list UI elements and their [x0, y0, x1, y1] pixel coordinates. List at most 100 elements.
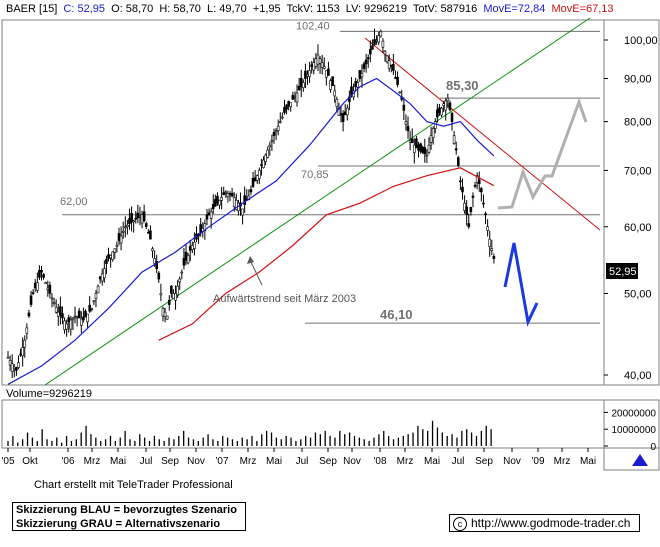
candle-body [356, 82, 360, 88]
move-short-line [7, 77, 495, 385]
candle-body [268, 144, 272, 148]
candle-body [180, 271, 184, 274]
candle-body [134, 217, 138, 220]
candle-body [482, 202, 485, 205]
candle-body [375, 39, 378, 42]
moving-averages-layer [7, 77, 495, 385]
candle-body [100, 273, 104, 282]
candle-body [335, 99, 339, 107]
candle-body [270, 140, 274, 142]
candle-body [461, 186, 464, 193]
candle-body [253, 177, 257, 182]
candle-body [159, 293, 163, 296]
time-tick-label: Sep [475, 456, 493, 467]
candle-body [249, 189, 253, 193]
candle-body [427, 144, 431, 153]
candle-body [119, 235, 123, 244]
time-tick-label: Mrz [84, 456, 101, 467]
time-tick-label: Jul [296, 456, 309, 467]
candle-body [40, 269, 43, 273]
candle-body [339, 113, 343, 116]
header-move-blue: MovE=72,84 [483, 3, 545, 15]
candle-body [167, 299, 171, 305]
candle-body [15, 367, 18, 371]
candle-body [308, 70, 311, 77]
candle-body [260, 164, 263, 166]
time-tick-label: Okt [22, 456, 38, 467]
price-tick-label: 70,00 [624, 165, 652, 177]
candle-body [459, 180, 462, 183]
candle-body [90, 308, 94, 310]
candle-body [297, 85, 301, 91]
url-text[interactable]: http://www.godmode-trader.ch [471, 516, 631, 530]
candle-body [312, 62, 316, 71]
candle-body [67, 317, 71, 323]
candle-body [12, 366, 16, 370]
time-tick-label: Jul [140, 456, 153, 467]
candle-body [147, 232, 150, 234]
candle-body [475, 175, 479, 183]
price-tick-label: 100,00 [624, 35, 658, 47]
candle-body [182, 257, 186, 266]
candle-body [486, 226, 489, 231]
candle-body [272, 132, 276, 136]
candle-body [278, 121, 282, 123]
candle-body [436, 109, 439, 118]
candle-body [29, 295, 33, 305]
volume-label: Volume=9296219 [6, 388, 92, 400]
candle-body [377, 35, 381, 43]
candle-body [17, 362, 20, 368]
candle-body [417, 144, 420, 151]
price-tick-label: 80,00 [624, 117, 652, 129]
candle-body [191, 245, 194, 250]
candle-body [471, 195, 475, 198]
candle-body [142, 211, 146, 222]
candles-layer [6, 28, 496, 379]
candle-body [283, 107, 286, 113]
candle-body [354, 81, 357, 88]
time-tick-label: Mai [580, 456, 596, 467]
candle-body [232, 197, 236, 208]
candle-body [178, 278, 182, 283]
candle-body [381, 40, 385, 48]
url-box[interactable]: c http://www.godmode-trader.ch [449, 514, 640, 532]
level-label: 46,10 [380, 307, 413, 322]
candle-body [404, 121, 408, 125]
volume-tick-label: 20000000 [612, 408, 657, 419]
price-tick-label: 90,00 [624, 74, 652, 86]
scenario-legend: Skizzierung BLAU = bevorzugtes Szenario … [12, 502, 246, 531]
candle-body [325, 70, 328, 78]
candle-body [155, 261, 159, 269]
candle-body [130, 213, 133, 223]
candle-body [128, 218, 131, 225]
volume-pane [1, 399, 605, 449]
candle-body [465, 206, 468, 216]
candle-body [438, 107, 441, 113]
time-tick-label: Nov [187, 456, 205, 467]
scroll-arrow-icon[interactable] [632, 454, 648, 466]
candle-body [71, 317, 75, 320]
candle-body [327, 68, 330, 76]
time-tick-label: Mai [110, 456, 126, 467]
candle-body [331, 76, 334, 86]
candle-body [25, 327, 29, 334]
candle-body [369, 49, 372, 55]
candle-body [33, 282, 37, 289]
candle-body [149, 230, 152, 240]
time-tick-label: Mai [424, 456, 440, 467]
time-tick-label: '08 [373, 456, 386, 467]
header-low: L: 49,70 [207, 3, 247, 15]
candle-body [216, 195, 219, 204]
candle-body [285, 104, 288, 110]
candle-body [316, 54, 320, 65]
candle-body [132, 220, 135, 223]
candle-body [446, 97, 450, 102]
time-tick-label: Mai [266, 456, 282, 467]
candle-body [358, 70, 362, 79]
time-tick-label: '05 [1, 456, 14, 467]
price-axis-pane [603, 19, 660, 386]
candle-body [467, 223, 471, 228]
current-price-box [606, 263, 638, 279]
header-move-red: MovE=67,13 [551, 3, 613, 15]
candle-body [318, 58, 322, 64]
